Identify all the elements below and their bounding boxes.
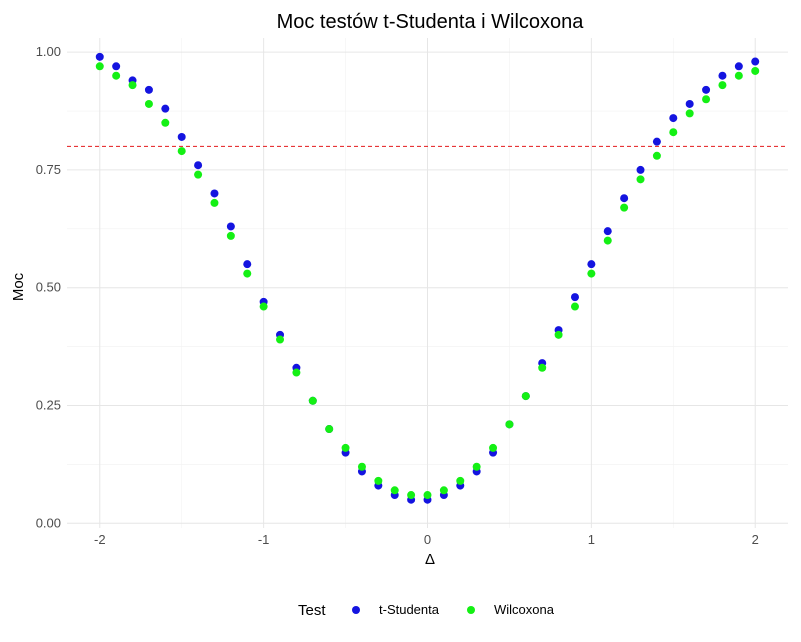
x-tick-label: 2 <box>752 532 759 547</box>
point-wilcoxona <box>570 302 579 311</box>
point-wilcoxona <box>538 363 547 372</box>
point-t-studenta <box>702 85 711 94</box>
x-axis-title: Δ <box>425 551 435 568</box>
legend-label-wilcoxona: Wilcoxona <box>494 602 555 617</box>
point-wilcoxona <box>308 396 317 405</box>
y-tick-label: 1.00 <box>36 44 61 59</box>
point-wilcoxona <box>226 231 235 240</box>
point-wilcoxona <box>276 335 285 344</box>
point-t-studenta <box>751 57 760 66</box>
point-t-studenta <box>226 222 235 231</box>
x-tick-label: -2 <box>94 532 106 547</box>
point-wilcoxona <box>702 95 711 104</box>
grid <box>67 38 788 528</box>
point-wilcoxona <box>95 62 104 71</box>
legend-title: Test <box>298 602 326 619</box>
point-wilcoxona <box>718 81 727 90</box>
point-wilcoxona <box>325 425 334 434</box>
point-wilcoxona <box>505 420 514 429</box>
x-tick-label: 1 <box>588 532 595 547</box>
point-t-studenta <box>144 85 153 94</box>
point-wilcoxona <box>685 109 694 118</box>
point-t-studenta <box>177 132 186 141</box>
point-t-studenta <box>734 62 743 71</box>
point-wilcoxona <box>112 71 121 80</box>
x-tick-label: 0 <box>424 532 431 547</box>
point-t-studenta <box>194 161 203 170</box>
point-wilcoxona <box>456 476 465 485</box>
y-tick-label: 0.75 <box>36 162 61 177</box>
point-wilcoxona <box>144 99 153 108</box>
point-wilcoxona <box>243 269 252 278</box>
point-wilcoxona <box>669 128 678 137</box>
point-t-studenta <box>718 71 727 80</box>
point-wilcoxona <box>194 170 203 179</box>
point-wilcoxona <box>489 443 498 452</box>
point-wilcoxona <box>734 71 743 80</box>
chart-title: Moc testów t-Studenta i Wilcoxona <box>277 11 585 33</box>
point-t-studenta <box>620 194 629 203</box>
point-t-studenta <box>112 62 121 71</box>
point-wilcoxona <box>177 147 186 156</box>
y-axis-ticks: 0.00 0.25 0.50 0.75 1.00 <box>36 44 61 530</box>
point-t-studenta <box>669 114 678 123</box>
legend: Test t-Studenta Wilcoxona <box>298 602 555 619</box>
x-axis-ticks: -2 -1 0 1 2 <box>94 532 759 547</box>
point-wilcoxona <box>751 66 760 75</box>
point-wilcoxona <box>407 491 416 500</box>
x-tick-label: -1 <box>258 532 270 547</box>
data-points <box>95 52 760 504</box>
point-t-studenta <box>243 260 252 269</box>
point-t-studenta <box>603 227 612 236</box>
point-wilcoxona <box>128 81 137 90</box>
point-wilcoxona <box>603 236 612 245</box>
point-t-studenta <box>636 165 645 174</box>
point-t-studenta <box>652 137 661 146</box>
point-wilcoxona <box>587 269 596 278</box>
point-wilcoxona <box>341 443 350 452</box>
y-axis-title: Moc <box>10 272 27 301</box>
point-t-studenta <box>95 52 104 61</box>
point-wilcoxona <box>210 198 219 207</box>
point-wilcoxona <box>259 302 268 311</box>
point-wilcoxona <box>390 486 399 495</box>
point-t-studenta <box>570 293 579 302</box>
legend-label-t-studenta: t-Studenta <box>379 602 440 617</box>
legend-marker-wilcoxona <box>467 606 475 614</box>
point-wilcoxona <box>636 175 645 184</box>
y-tick-label: 0.00 <box>36 515 61 530</box>
point-t-studenta <box>210 189 219 198</box>
point-wilcoxona <box>423 491 432 500</box>
point-wilcoxona <box>357 462 366 471</box>
point-wilcoxona <box>620 203 629 212</box>
point-wilcoxona <box>554 330 563 339</box>
legend-marker-t-studenta <box>352 606 360 614</box>
point-wilcoxona <box>472 462 481 471</box>
point-t-studenta <box>685 99 694 108</box>
y-tick-label: 0.50 <box>36 280 61 295</box>
point-wilcoxona <box>161 118 170 127</box>
point-wilcoxona <box>292 368 301 377</box>
point-wilcoxona <box>652 151 661 160</box>
point-wilcoxona <box>439 486 448 495</box>
y-tick-label: 0.25 <box>36 398 61 413</box>
point-wilcoxona <box>374 476 383 485</box>
point-wilcoxona <box>521 392 530 401</box>
point-t-studenta <box>161 104 170 113</box>
point-t-studenta <box>587 260 596 269</box>
